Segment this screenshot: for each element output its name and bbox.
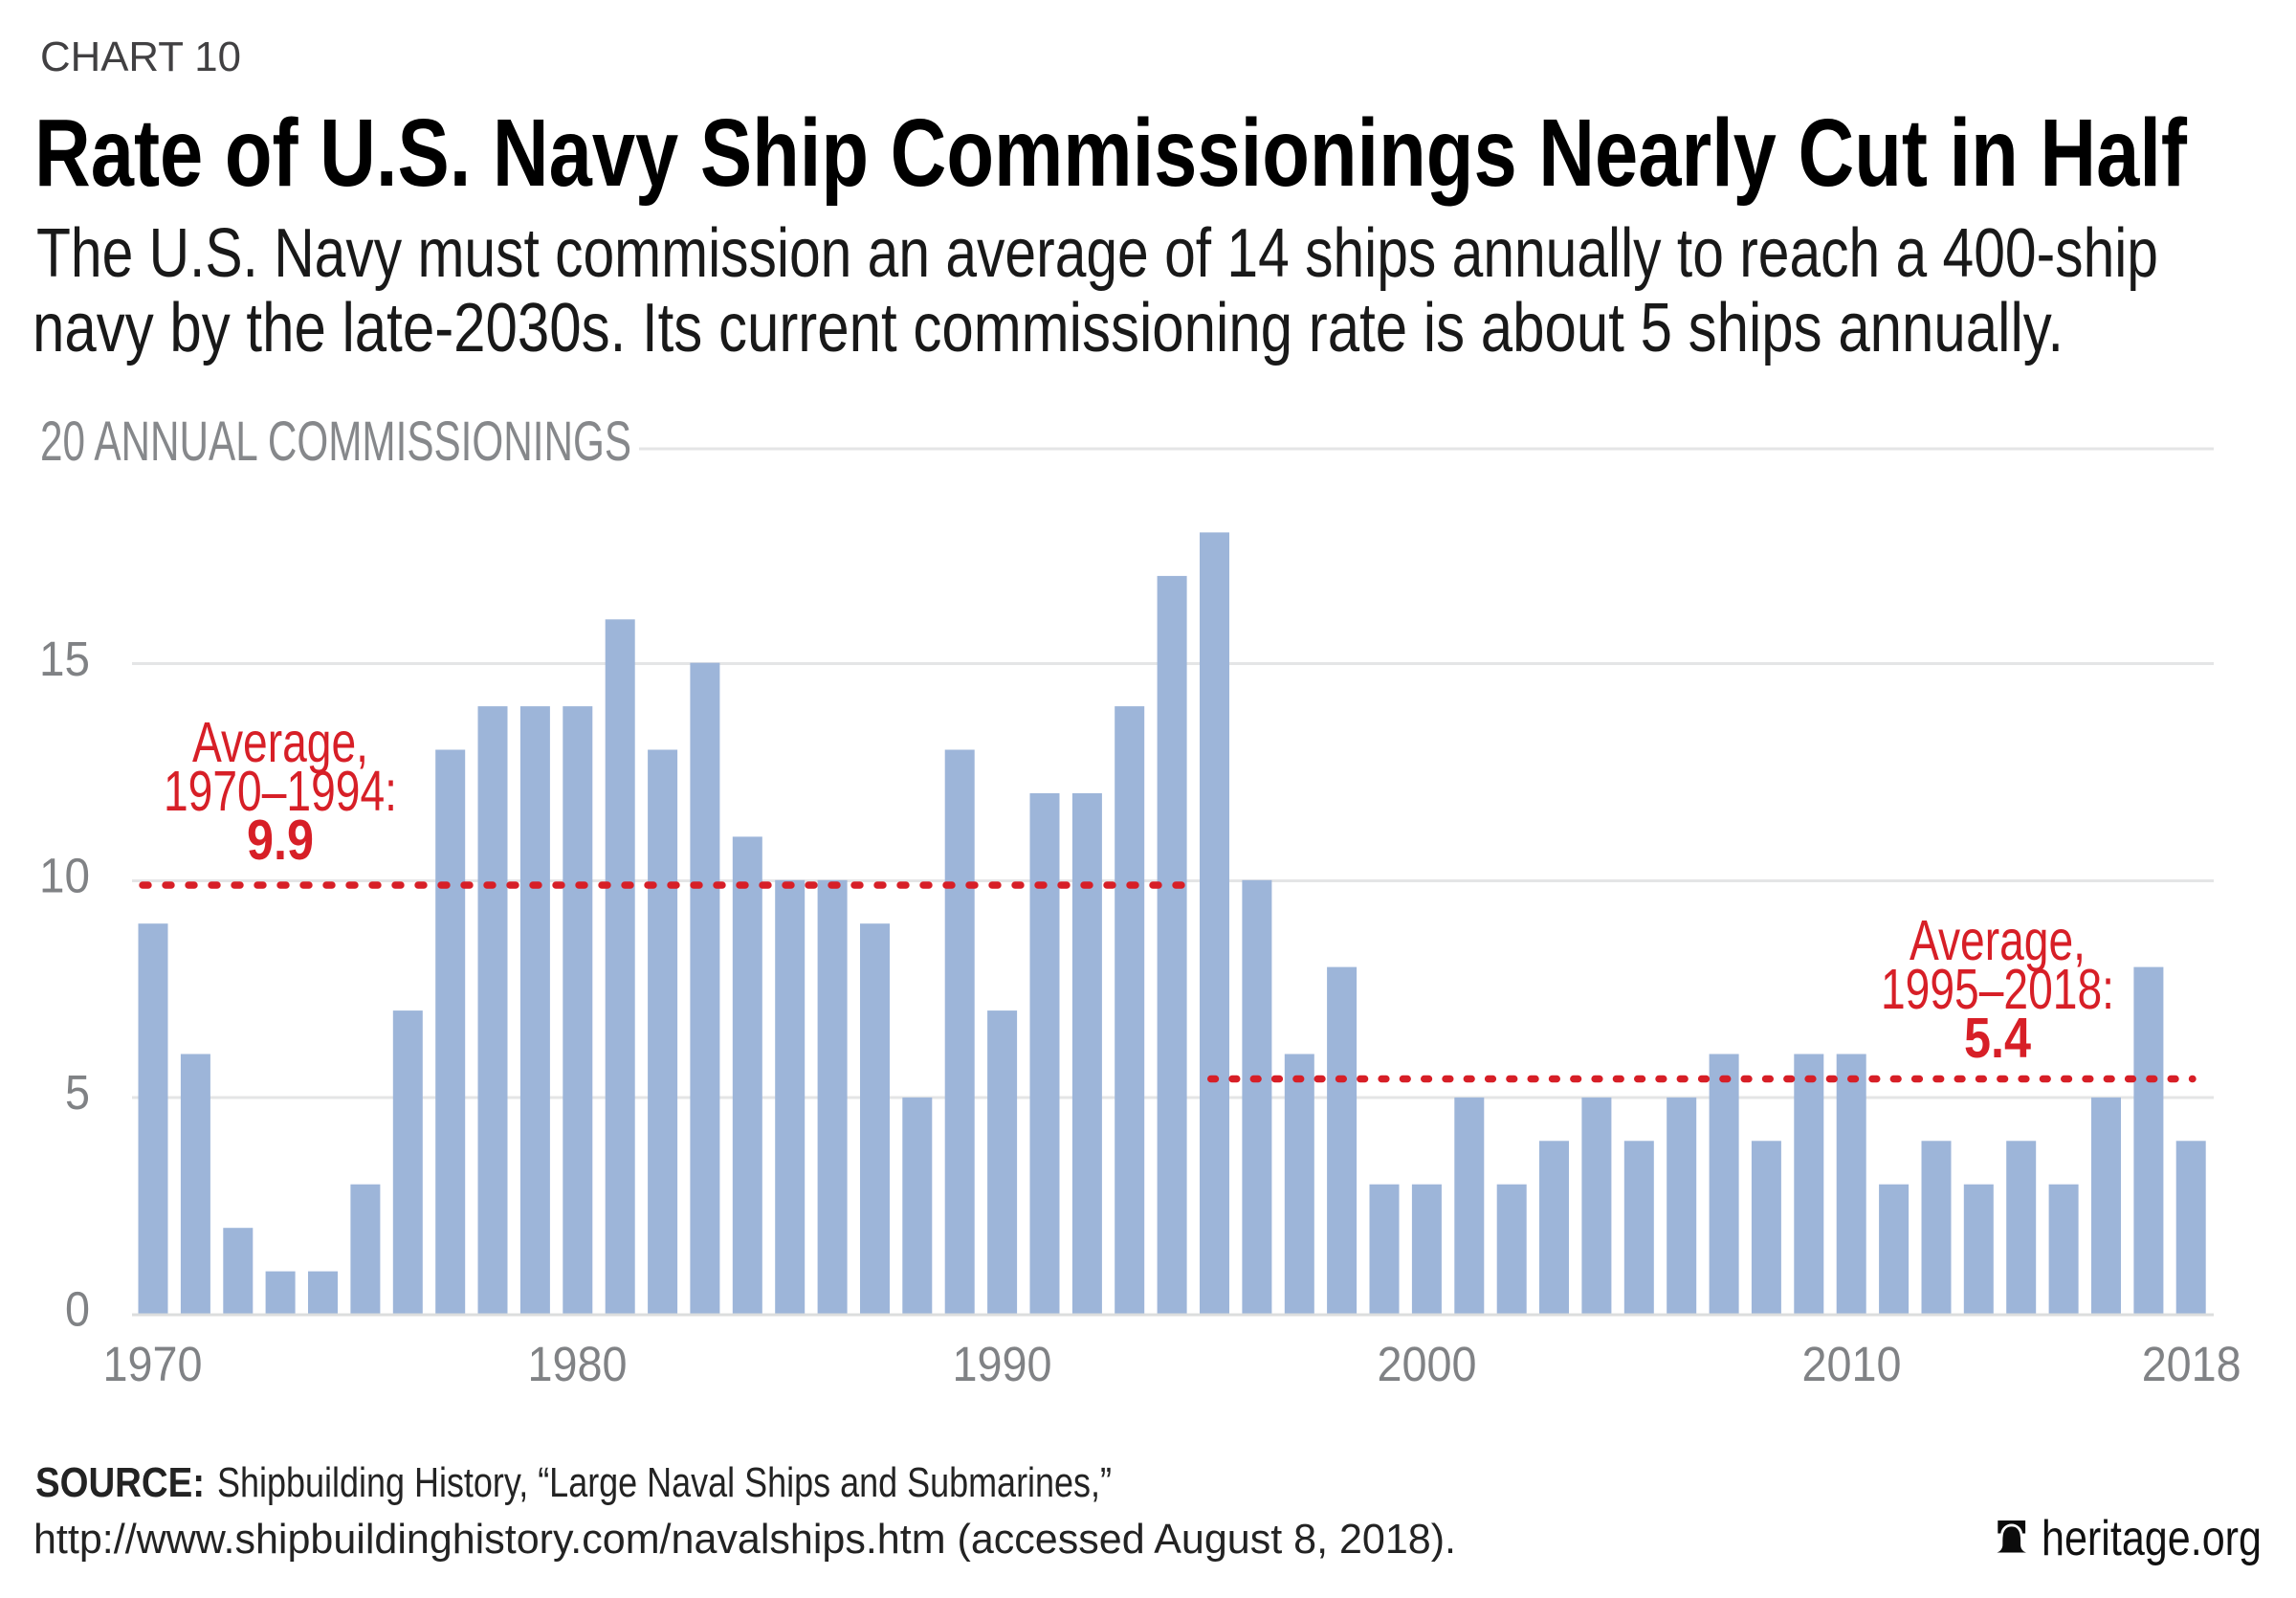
svg-text:Rate of U.S. Navy Ship Commiss: Rate of U.S. Navy Ship Commissionings Ne… (34, 100, 2188, 207)
svg-text:0: 0 (65, 1282, 90, 1337)
svg-text:15: 15 (39, 632, 90, 686)
svg-text:navy by the late-2030s. Its cu: navy by the late-2030s. Its current comm… (33, 290, 2064, 366)
svg-text:20 ANNUAL COMMISSIONINGS: 20 ANNUAL COMMISSIONINGS (40, 411, 631, 473)
svg-text:1970–1994:: 1970–1994: (164, 760, 397, 823)
svg-text:2010: 2010 (1802, 1337, 1902, 1391)
svg-text:Average,: Average, (192, 711, 368, 774)
svg-text:Shipbuilding History, “Large N: Shipbuilding History, “Large Naval Ships… (217, 1459, 1112, 1506)
svg-text:The U.S. Navy must commission: The U.S. Navy must commission an average… (36, 215, 2158, 292)
svg-text:5: 5 (65, 1065, 90, 1120)
svg-text:SOURCE:: SOURCE: (35, 1459, 205, 1506)
svg-text:CHART 10: CHART 10 (40, 33, 241, 80)
svg-text:2000: 2000 (1378, 1337, 1477, 1391)
svg-text:9.9: 9.9 (247, 809, 314, 872)
svg-text:2018: 2018 (2142, 1337, 2241, 1391)
svg-text:Average,: Average, (1910, 909, 2086, 972)
svg-text:1980: 1980 (528, 1337, 628, 1391)
svg-text:1990: 1990 (953, 1337, 1052, 1391)
svg-text:heritage.org: heritage.org (2042, 1511, 2262, 1566)
svg-text:10: 10 (39, 849, 90, 903)
svg-text:1970: 1970 (103, 1337, 203, 1391)
svg-text:1995–2018:: 1995–2018: (1881, 958, 2114, 1021)
svg-text:http://www.shipbuildinghistory: http://www.shipbuildinghistory.com/naval… (33, 1516, 1456, 1563)
svg-text:5.4: 5.4 (1964, 1007, 2031, 1070)
